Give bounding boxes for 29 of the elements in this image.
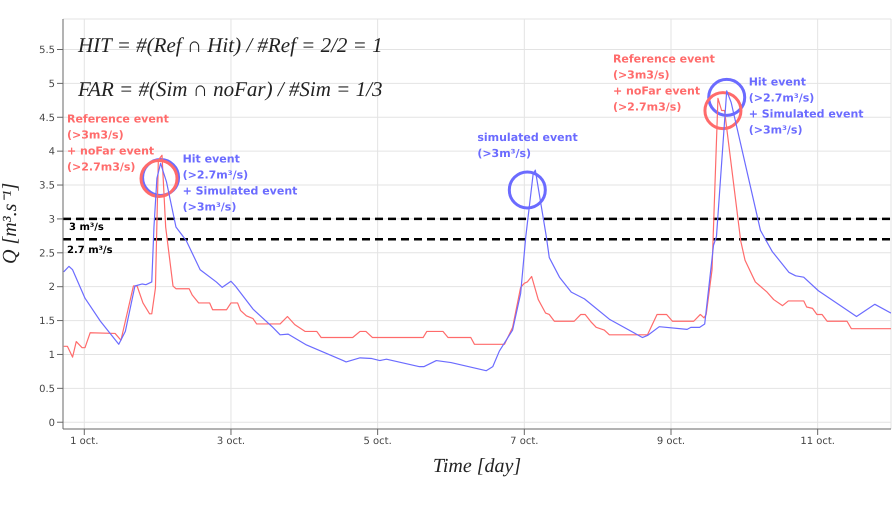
y-tick-label: 5.5 (39, 45, 55, 56)
y-tick-label: 5 (48, 78, 55, 90)
y-tick-label: 1.5 (39, 316, 55, 328)
annotation: simulated event (>3m³/s) (477, 130, 578, 160)
x-tick-label: 9 oct. (656, 436, 686, 448)
y-tick-label: 2.5 (39, 248, 55, 260)
annotation: HIT = #(Ref ∩ Hit) / #Ref = 2/2 = 1 (77, 33, 383, 57)
ref-line-label: 2.7 m³/s (67, 245, 113, 256)
x-tick-label: 5 oct. (364, 436, 392, 448)
y-tick-label: 0 (48, 418, 55, 429)
x-tick-label: 7 oct. (510, 436, 538, 448)
y-tick-label: 0.5 (39, 384, 55, 395)
annotation: FAR = #(Sim ∩ noFar) / #Sim = 1/3 (77, 77, 382, 101)
y-axis-title: Q [m³.s⁻¹] (0, 182, 22, 264)
ref-line-label: 3 m³/s (69, 222, 104, 234)
y-tick-label: 2 (48, 282, 55, 294)
x-tick-label: 1 oct. (70, 436, 98, 448)
x-tick-label: 3 oct. (216, 436, 246, 448)
annotation: Hit event (>2.7m³/s) + Simulated event (>3m³/s) (748, 75, 864, 136)
y-tick-label: 3 (48, 214, 55, 226)
annotation: Hit event (>2.7m³/s) + Simulated event (>3m³/s) (182, 152, 298, 214)
annotation: Reference event (>3m3/s) + noFar event (>2.7m3/s) (612, 52, 715, 114)
y-tick-label: 1 (48, 350, 55, 362)
y-tick-label: 4.5 (39, 112, 55, 124)
x-axis-title: Time [day] (432, 455, 522, 477)
annotation: Reference event (>3m3/s) + noFar event (>2.7m3/s) (67, 112, 169, 174)
y-tick-label: 4 (48, 146, 55, 158)
y-tick-label: 3.5 (39, 180, 55, 192)
x-tick-label: 11 oct. (800, 436, 835, 448)
